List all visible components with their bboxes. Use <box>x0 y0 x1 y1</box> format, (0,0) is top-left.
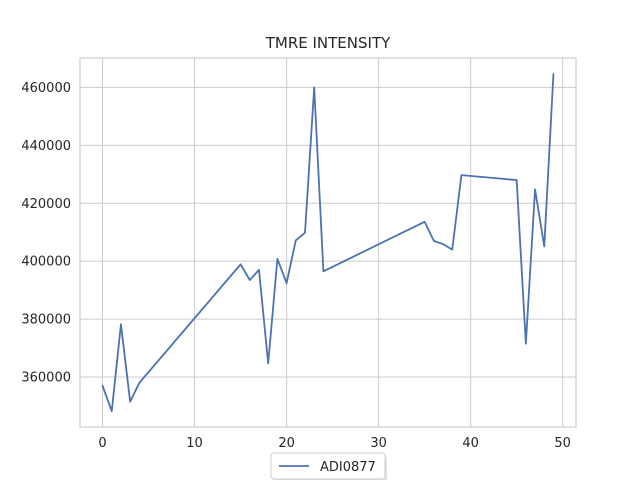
y-tick-label: 440000 <box>21 139 71 154</box>
series-line <box>101 73 555 413</box>
legend-box <box>270 452 386 480</box>
y-tick-label: 460000 <box>21 81 71 96</box>
grid <box>80 58 576 427</box>
legend-label: ADI0877 <box>320 460 376 475</box>
chart-title: TMRE INTENSITY <box>265 34 391 52</box>
x-tick-label: 10 <box>186 436 203 451</box>
y-tick-label: 420000 <box>21 197 71 212</box>
x-tick-label: 0 <box>98 436 106 451</box>
y-tick-label: 400000 <box>21 255 71 270</box>
x-tick-label: 50 <box>554 436 571 451</box>
series-group <box>101 73 555 413</box>
plot-frame <box>79 57 577 428</box>
plot-area <box>80 58 576 427</box>
x-tick-label: 20 <box>278 436 295 451</box>
x-tick-label: 30 <box>370 436 387 451</box>
tick-labels: 0 10 20 30 40 50 360000 380000 400000 420000 44000… <box>21 81 571 451</box>
x-tick-label: 40 <box>462 436 479 451</box>
y-tick-label: 380000 <box>21 313 71 328</box>
legend: ADI0877 <box>270 452 387 480</box>
y-tick-label: 360000 <box>21 371 71 386</box>
